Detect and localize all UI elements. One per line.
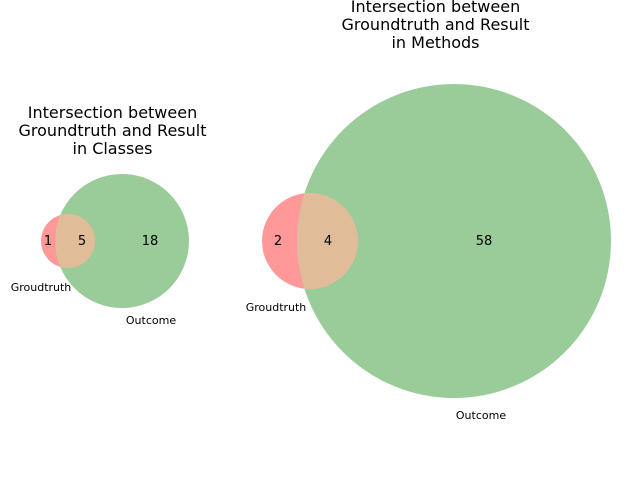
methods-only-groundtruth-count: 2 [274,234,282,249]
classes-outcome-circle [55,174,189,308]
methods-groundtruth-label: Groudtruth [246,301,307,314]
classes-intersection-count: 5 [78,234,86,249]
methods-venn-title-line-2: Groundtruth and Result [341,15,530,34]
methods-only-outcome-count: 58 [476,234,493,249]
classes-venn-title-line-2: Groundtruth and Result [18,121,207,140]
classes-outcome-label: Outcome [126,314,176,327]
classes-only-groundtruth-count: 1 [44,234,52,249]
classes-venn: 1 5 18 Groudtruth Outcome [11,174,189,327]
methods-outcome-circle [297,84,611,398]
methods-intersection-count: 4 [324,234,332,249]
methods-venn-title: Intersection between Groundtruth and Res… [333,0,538,52]
classes-only-outcome-count: 18 [142,234,159,249]
classes-groundtruth-label: Groudtruth [11,281,72,294]
classes-venn-title-line-3: in Classes [72,139,153,158]
classes-venn-title-line-1: Intersection between [27,103,198,122]
methods-venn-title-line-1: Intersection between [350,0,521,16]
methods-venn: 2 4 58 Groudtruth Outcome [246,84,611,422]
methods-venn-title-line-3: in Methods [391,33,480,52]
methods-outcome-label: Outcome [456,409,506,422]
classes-venn-title: Intersection between Groundtruth and Res… [15,104,210,158]
